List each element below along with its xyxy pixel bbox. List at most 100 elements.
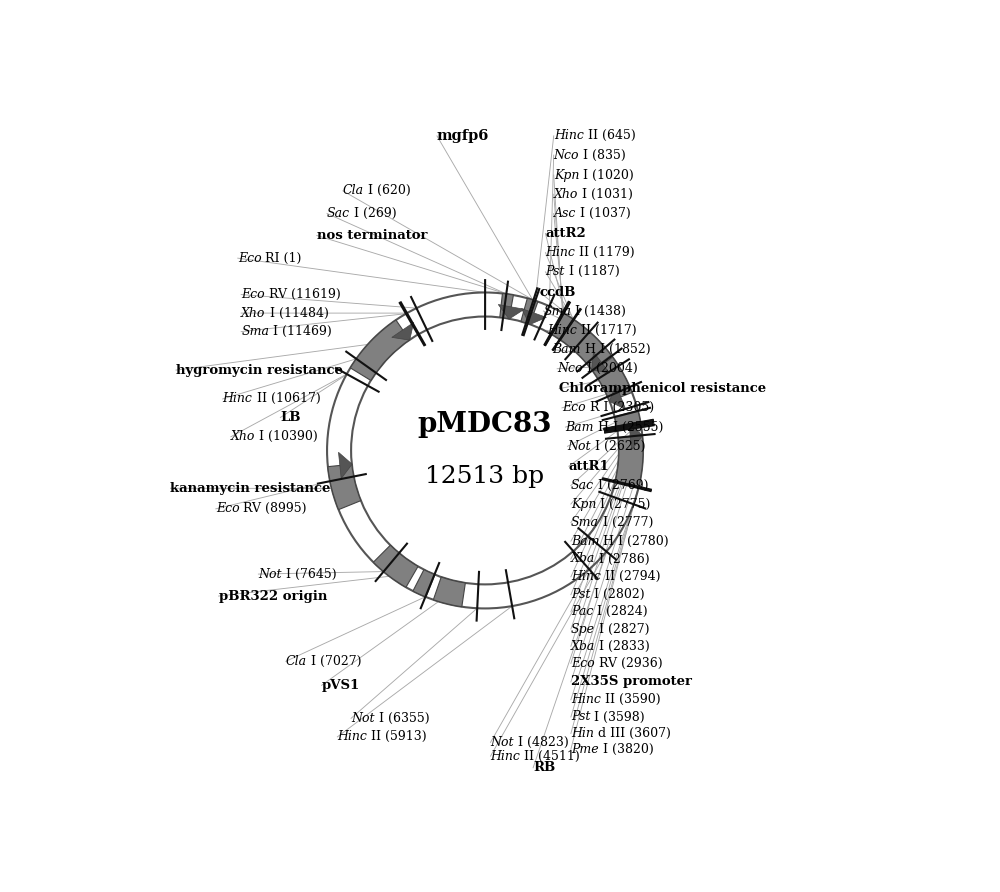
Text: LB: LB [280, 411, 301, 424]
Text: I (7027): I (7027) [307, 655, 361, 668]
Text: I (620): I (620) [364, 185, 411, 197]
Text: I (2824): I (2824) [593, 606, 648, 618]
Text: Pst: Pst [571, 588, 590, 601]
Text: I (2802): I (2802) [590, 588, 645, 601]
Text: I (2004): I (2004) [583, 362, 637, 376]
Text: Eco: Eco [241, 288, 265, 301]
Polygon shape [609, 384, 626, 409]
Wedge shape [615, 435, 643, 488]
Wedge shape [413, 570, 435, 597]
Text: d III (3607): d III (3607) [594, 727, 671, 740]
Text: RB: RB [533, 761, 555, 774]
Text: Hinc: Hinc [571, 570, 601, 583]
Text: Xba: Xba [571, 640, 595, 653]
Text: nos terminator: nos terminator [317, 229, 427, 242]
Text: Hinc: Hinc [223, 392, 253, 406]
Text: I (2786): I (2786) [595, 552, 650, 566]
Text: Bam: Bam [552, 343, 581, 356]
Text: Hinc: Hinc [547, 324, 577, 337]
Wedge shape [328, 464, 361, 509]
Text: H I (1852): H I (1852) [581, 343, 650, 356]
Text: pBR322 origin: pBR322 origin [219, 590, 327, 603]
Wedge shape [433, 577, 465, 607]
Text: pVS1: pVS1 [322, 679, 360, 692]
Wedge shape [615, 410, 641, 427]
Text: I (11484): I (11484) [266, 307, 328, 319]
Text: Xba: Xba [571, 552, 595, 566]
Text: Kpn: Kpn [571, 498, 596, 510]
Text: Xho: Xho [241, 307, 266, 319]
Text: Bam: Bam [571, 534, 599, 548]
Text: Hinc: Hinc [491, 749, 520, 763]
Polygon shape [392, 323, 414, 340]
Text: 12513 bp: 12513 bp [425, 465, 545, 488]
Wedge shape [373, 545, 418, 587]
Text: Bam: Bam [565, 421, 594, 434]
Text: I (269): I (269) [350, 207, 397, 220]
Wedge shape [560, 320, 611, 370]
Text: Eco: Eco [562, 401, 586, 415]
Text: Hinc: Hinc [571, 693, 601, 706]
Text: Pst: Pst [571, 710, 590, 723]
Text: Cla: Cla [343, 185, 364, 197]
Text: Not: Not [258, 567, 282, 581]
Polygon shape [521, 309, 546, 325]
Wedge shape [593, 357, 632, 401]
Polygon shape [629, 424, 643, 450]
Text: Nco: Nco [557, 362, 583, 376]
Text: Asc: Asc [554, 207, 576, 220]
Text: ccdB: ccdB [540, 286, 576, 299]
Text: Xho: Xho [554, 188, 578, 201]
Text: II (5913): II (5913) [367, 731, 427, 743]
Text: I (2775): I (2775) [596, 498, 651, 510]
Text: pMDC83: pMDC83 [418, 411, 552, 438]
Text: 2X35S promoter: 2X35S promoter [571, 675, 692, 689]
Text: I (2777): I (2777) [599, 516, 653, 529]
Text: I (1031): I (1031) [578, 188, 633, 201]
Text: Sac: Sac [327, 207, 350, 220]
Text: Chloramphenicol resistance: Chloramphenicol resistance [559, 382, 766, 395]
Text: Nco: Nco [554, 149, 579, 161]
Text: II (2794): II (2794) [601, 570, 660, 583]
Text: II (1179): II (1179) [575, 246, 635, 260]
Text: R I (2305): R I (2305) [586, 401, 654, 415]
Text: I (3598): I (3598) [590, 710, 645, 723]
Text: Sma: Sma [543, 304, 571, 318]
Text: Spe: Spe [571, 623, 595, 635]
Wedge shape [350, 320, 410, 381]
Text: I (2833): I (2833) [595, 640, 650, 653]
Polygon shape [498, 304, 524, 319]
Polygon shape [592, 352, 609, 373]
Text: RV (11619): RV (11619) [265, 288, 341, 301]
Text: Cla: Cla [286, 655, 307, 668]
Text: I (11469): I (11469) [269, 326, 332, 338]
Text: I (1020): I (1020) [579, 169, 634, 182]
Text: attR2: attR2 [545, 227, 586, 240]
Text: Hinc: Hinc [545, 246, 575, 260]
Text: I (2769): I (2769) [594, 479, 649, 492]
Text: Pac: Pac [571, 606, 593, 618]
Text: Eco: Eco [238, 252, 261, 265]
Text: Pst: Pst [545, 266, 565, 278]
Text: I (6355): I (6355) [375, 712, 429, 725]
Text: I (1037): I (1037) [576, 207, 631, 220]
Text: H I (2780): H I (2780) [599, 534, 669, 548]
Text: RI (1): RI (1) [261, 252, 302, 265]
Text: II (645): II (645) [584, 129, 635, 143]
Text: Eco: Eco [571, 657, 595, 670]
Text: attR1: attR1 [569, 459, 610, 473]
Text: RV (8995): RV (8995) [239, 502, 307, 516]
Text: Hinc: Hinc [337, 731, 367, 743]
Text: H I (2555): H I (2555) [594, 421, 663, 434]
Text: II (3590): II (3590) [601, 693, 660, 706]
Text: kanamycin resistance: kanamycin resistance [170, 482, 331, 495]
Text: Eco: Eco [216, 502, 239, 516]
Text: Xho: Xho [231, 430, 255, 443]
Text: Not: Not [491, 736, 514, 749]
Text: I (2625): I (2625) [591, 440, 645, 453]
Text: II (1717): II (1717) [577, 324, 636, 337]
Text: Sac: Sac [571, 479, 594, 492]
Text: Hinc: Hinc [554, 129, 584, 143]
Text: Sma: Sma [241, 326, 269, 338]
Text: II (10617): II (10617) [253, 392, 320, 406]
